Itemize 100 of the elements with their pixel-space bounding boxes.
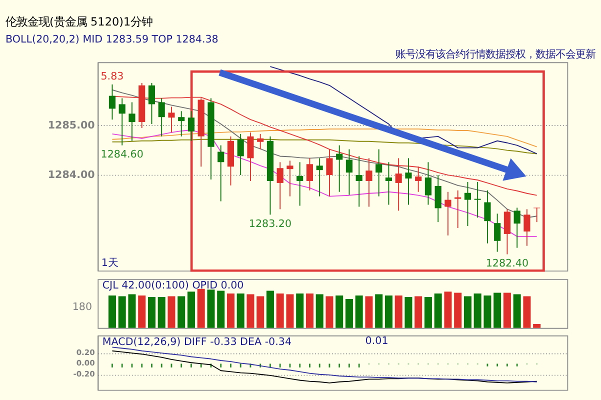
candlestick — [257, 133, 264, 150]
candlestick — [534, 207, 540, 223]
candlestick — [237, 133, 244, 176]
bar — [108, 295, 116, 328]
candlestick — [385, 162, 392, 206]
candlestick — [444, 191, 452, 236]
y-tick-label: 0.20 — [76, 348, 95, 357]
bar — [414, 296, 422, 328]
annotation: 5.83 — [100, 70, 124, 83]
bar — [187, 292, 195, 328]
bar — [434, 294, 442, 328]
bar — [365, 296, 373, 328]
bar — [404, 297, 412, 328]
text: 账号没有该合约行情数据授权，数据不会更新 — [395, 48, 596, 60]
candlestick — [148, 82, 156, 125]
annotation: 1283.20 — [248, 218, 292, 230]
candlestick — [168, 106, 175, 133]
bar — [345, 298, 353, 328]
candlestick — [326, 148, 333, 197]
candlestick — [376, 148, 382, 197]
candlestick — [296, 162, 304, 206]
bar — [513, 294, 521, 328]
bar — [355, 295, 363, 328]
bar — [256, 296, 264, 328]
y-tick-label: 1284.00 — [48, 168, 95, 181]
annotation: 1284.60 — [100, 148, 144, 161]
candlestick — [434, 174, 442, 223]
bar — [168, 296, 176, 328]
line-series — [112, 128, 538, 148]
candlestick — [395, 158, 402, 212]
bar — [128, 294, 136, 328]
bar — [296, 294, 304, 328]
candlestick — [108, 84, 116, 120]
candlestick — [286, 160, 294, 197]
candlestick — [218, 144, 224, 202]
candlestick — [158, 98, 165, 137]
chart-subtitle: BOLL(20,20,2) MID 1283.59 TOP 1284.38 — [6, 33, 218, 46]
candlestick — [178, 110, 185, 137]
chart-title: 伦敦金现(贵金属 5120)1分钟 — [6, 16, 153, 29]
chart-title: CJL 42.00(0:100) OPID 0.00 — [102, 279, 244, 292]
bar — [336, 295, 344, 328]
y-tick-label: 1285.00 — [48, 119, 95, 132]
bar — [384, 295, 392, 328]
candlestick — [306, 158, 314, 191]
candlestick — [424, 162, 432, 206]
candlestick — [356, 156, 362, 208]
bar — [276, 294, 284, 328]
candlestick — [346, 148, 352, 196]
bar — [236, 294, 244, 328]
candlestick — [464, 182, 471, 227]
bar — [118, 296, 126, 328]
candlestick — [504, 208, 510, 255]
bar — [326, 296, 334, 328]
candlestick — [494, 213, 501, 252]
candlestick — [524, 208, 530, 246]
bar — [207, 290, 215, 328]
annotation: 1天 — [101, 256, 118, 269]
bar — [266, 290, 274, 328]
bar — [226, 294, 234, 328]
bar — [444, 292, 452, 328]
bar — [316, 294, 324, 328]
candlestick — [247, 132, 254, 182]
candlestick — [336, 144, 343, 192]
bar — [394, 295, 402, 328]
candlestick — [188, 110, 195, 142]
bar — [523, 296, 531, 328]
candlestick — [474, 182, 481, 218]
y-tick-label: -0.20 — [73, 369, 95, 378]
text: 180 — [72, 301, 92, 314]
annotation: 1282.40 — [486, 257, 529, 270]
candlestick — [316, 158, 323, 197]
bar — [148, 297, 156, 328]
bar — [375, 294, 383, 328]
bar — [286, 294, 294, 328]
bar — [494, 292, 502, 328]
candlestick — [484, 190, 491, 244]
bar — [217, 290, 225, 328]
candlestick — [118, 98, 126, 146]
bar — [464, 296, 472, 328]
bar — [138, 295, 146, 328]
bar — [484, 295, 492, 328]
candlestick — [415, 166, 422, 192]
candlestick — [405, 158, 412, 206]
bar — [474, 294, 482, 328]
bar — [503, 292, 511, 328]
bar — [158, 297, 166, 328]
y-tick-label: 0.00 — [76, 358, 95, 368]
bar — [454, 292, 462, 328]
bar — [197, 288, 205, 328]
candlestick — [454, 190, 462, 228]
chart-title: MACD(12,26,9) DIFF -0.33 DEA -0.34 — [102, 336, 292, 348]
bar — [306, 294, 314, 328]
candlestick — [514, 207, 520, 248]
candlestick — [366, 158, 372, 208]
candlestick — [128, 102, 136, 142]
bar — [533, 324, 541, 328]
candlestick — [276, 162, 284, 210]
bar — [246, 294, 254, 328]
annotation: 0.01 — [365, 334, 388, 347]
bar — [178, 296, 186, 328]
